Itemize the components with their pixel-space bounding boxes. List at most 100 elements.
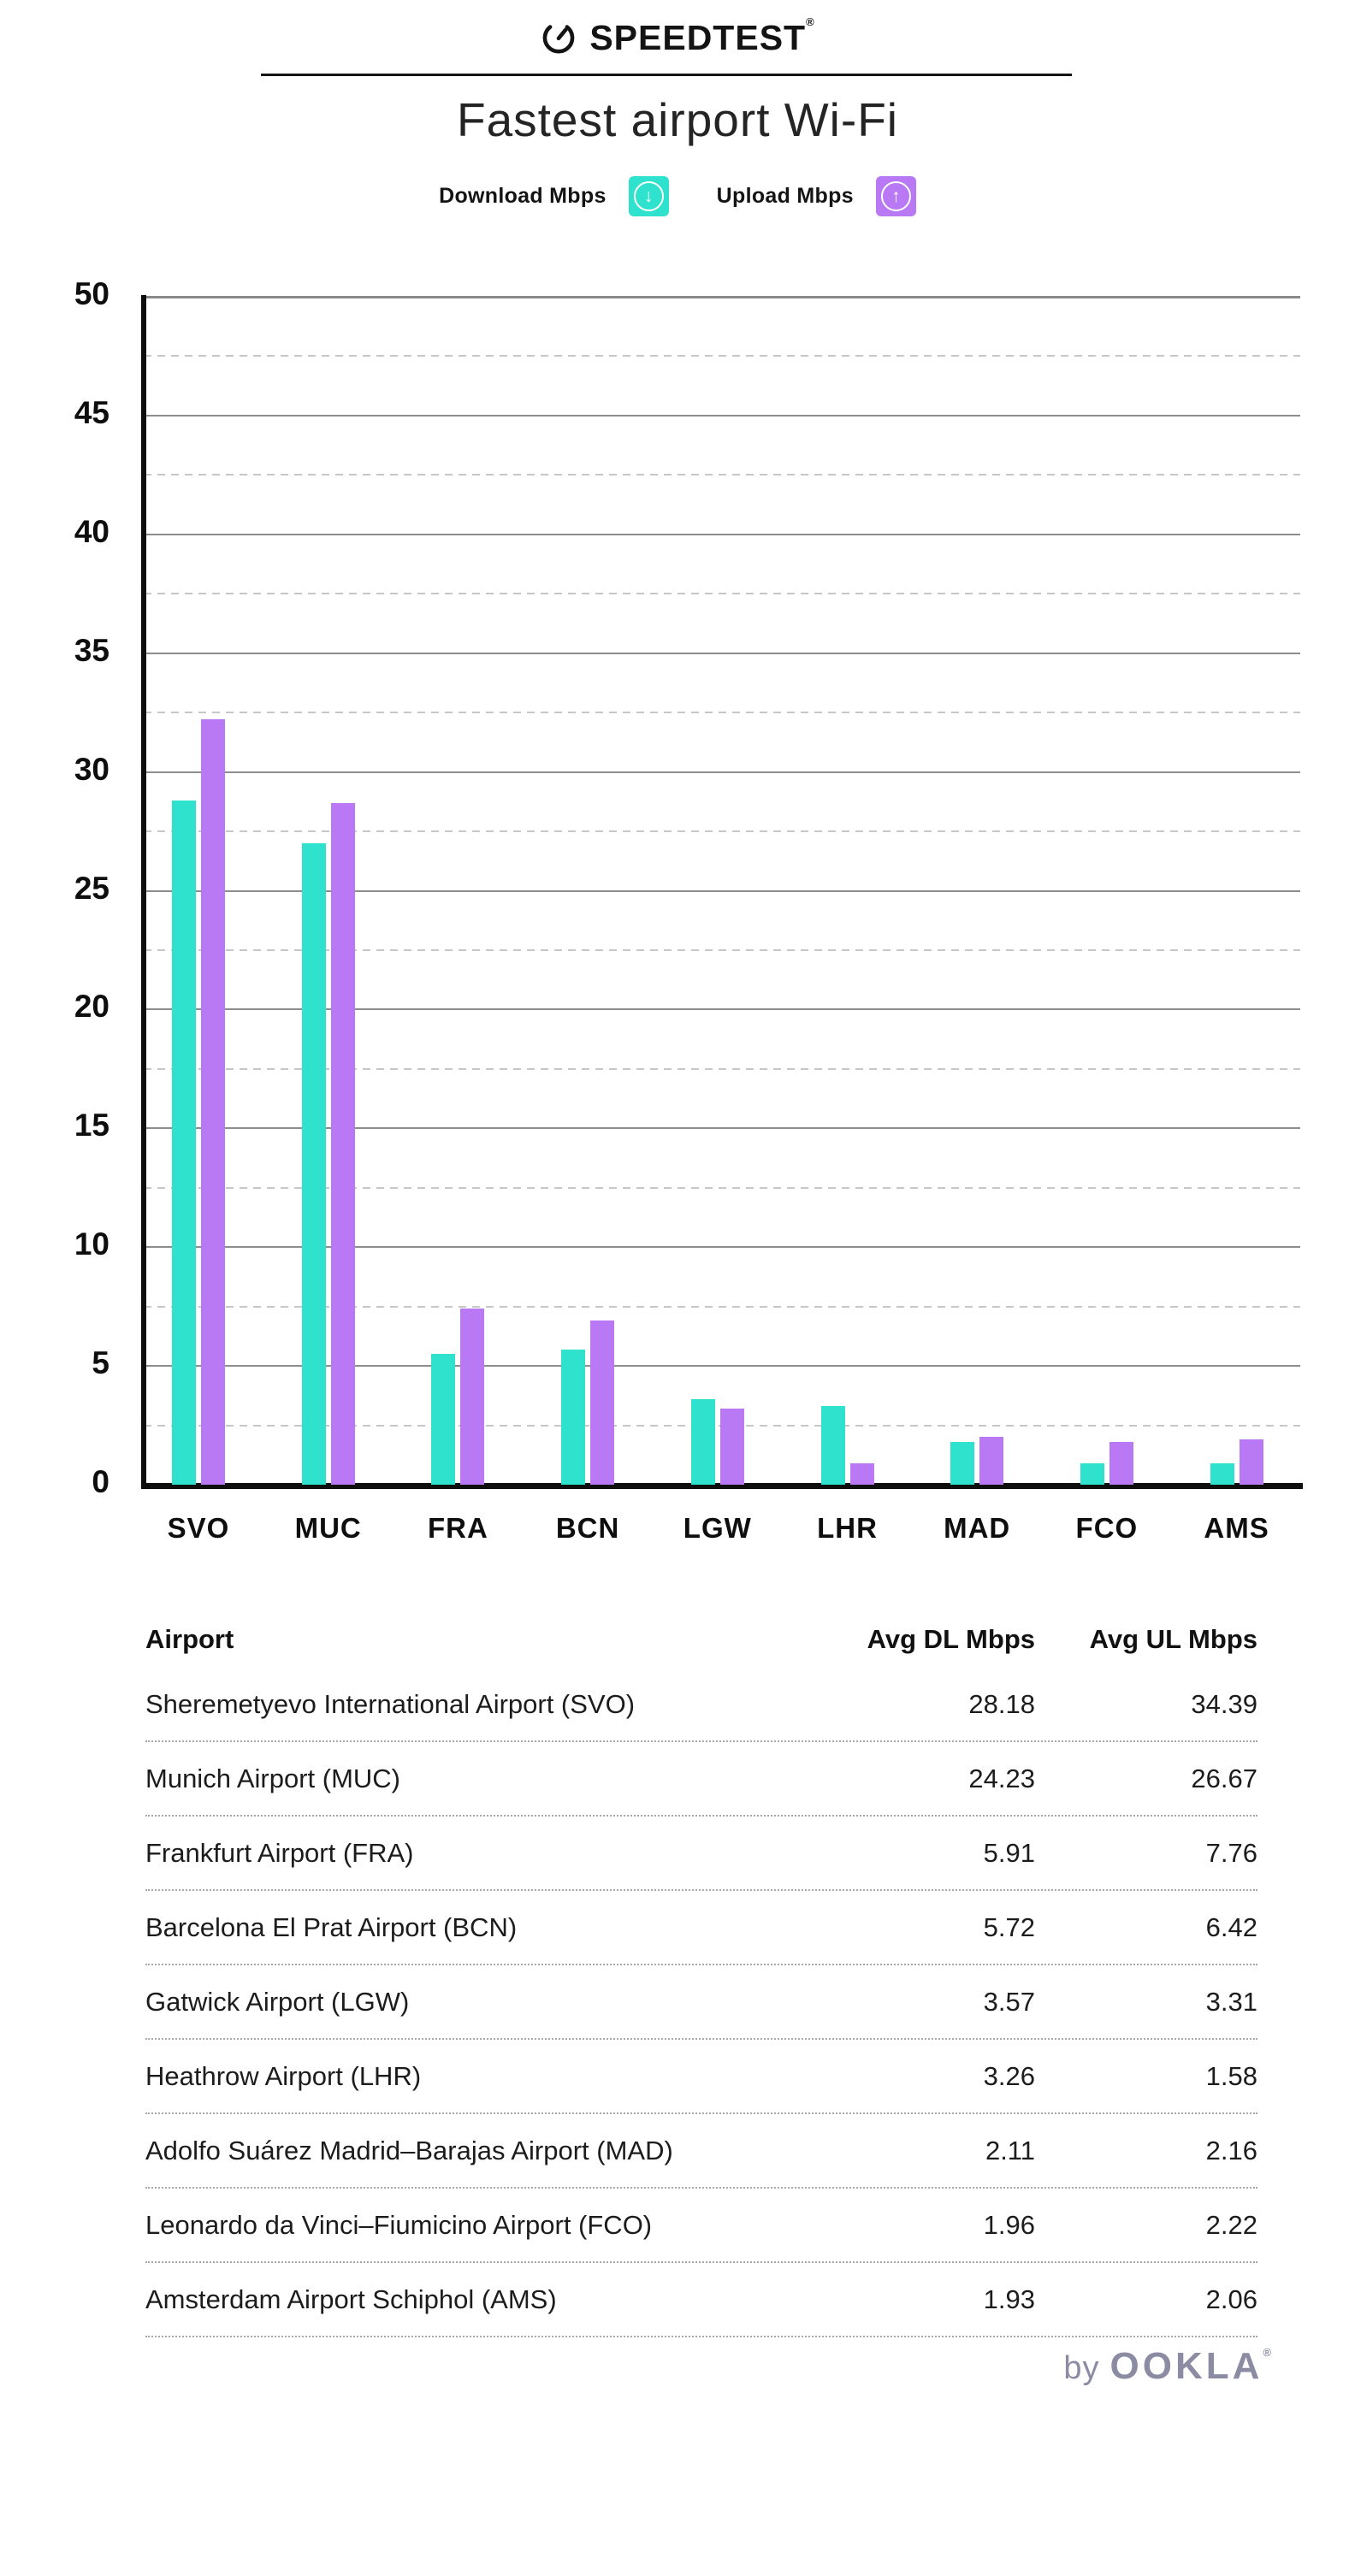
x-axis [141, 1483, 1303, 1489]
major-gridline [144, 1008, 1300, 1011]
upload-bar [460, 1309, 485, 1485]
header-divider [261, 74, 1072, 76]
bar-chart: 0 5 10 15 20 25 30 35 40 45 50 SVO MUC FRA BCN LGW LHR MA… [74, 276, 1303, 1544]
brand-name: SPEEDTEST® [589, 15, 815, 57]
avg-ul-value: 34.39 [1191, 1688, 1257, 1719]
download-icon: ↓ [628, 176, 669, 216]
upload-bar [849, 1462, 874, 1485]
table-row: Heathrow Airport (LHR) 3.26 1.58 [145, 2040, 1257, 2114]
y-axis-tick-label: 30 [74, 751, 109, 787]
table-row: Adolfo Suárez Madrid–Barajas Airport (MA… [145, 2114, 1257, 2189]
download-bar [950, 1441, 975, 1485]
avg-dl-value: 5.72 [983, 1911, 1035, 1942]
y-axis-tick-label: 45 [74, 394, 109, 430]
avg-dl-value: 1.96 [983, 2209, 1035, 2240]
table-row: Leonardo da Vinci–Fiumicino Airport (FCO… [145, 2189, 1257, 2263]
avg-ul-value: 6.42 [1205, 1911, 1257, 1942]
minor-gridline [144, 1305, 1300, 1308]
avg-dl-value: 3.57 [983, 1986, 1035, 2017]
minor-gridline [144, 712, 1300, 714]
upload-bar [201, 719, 225, 1485]
upload-bar [979, 1437, 1004, 1485]
avg-ul-value: 7.76 [1205, 1837, 1257, 1868]
airport-name: Heathrow Airport (LHR) [145, 2060, 422, 2091]
y-axis-tick-label: 15 [74, 1108, 109, 1143]
avg-ul-value: 26.67 [1191, 1763, 1257, 1793]
airport-name: Leonardo da Vinci–Fiumicino Airport (FCO… [145, 2209, 653, 2240]
by-label: by [1063, 2350, 1100, 2386]
download-bar [301, 842, 326, 1485]
upload-bar [719, 1409, 744, 1485]
y-axis-tick-label: 10 [74, 1226, 109, 1262]
avg-ul-value: 3.31 [1205, 1986, 1257, 2017]
upload-bar [590, 1320, 615, 1485]
download-bar [820, 1406, 845, 1485]
minor-gridline [144, 593, 1300, 595]
airport-name: Amsterdam Airport Schiphol (AMS) [145, 2284, 557, 2314]
table-row: Amsterdam Airport Schiphol (AMS) 1.93 2.06 [145, 2263, 1257, 2337]
x-axis-tick-label: BCN [555, 1512, 620, 1544]
avg-dl-value: 3.26 [983, 2060, 1035, 2091]
x-axis-tick-label: LGW [683, 1512, 752, 1544]
download-bar [1080, 1462, 1104, 1485]
table-body: Sheremetyevo International Airport (SVO)… [145, 1668, 1257, 2337]
major-gridline [144, 1127, 1300, 1130]
major-gridline [144, 889, 1300, 892]
up-arrow-icon: ↑ [880, 181, 911, 211]
upload-bar [1109, 1441, 1133, 1485]
x-axis-tick-label: FCO [1075, 1512, 1139, 1544]
legend-upload-label: Upload Mbps [716, 184, 854, 208]
trademark-symbol: ® [806, 15, 815, 28]
airport-name: Gatwick Airport (LGW) [145, 1986, 410, 2017]
airport-name: Frankfurt Airport (FRA) [145, 1837, 414, 1868]
avg-dl-value: 24.23 [968, 1763, 1035, 1793]
avg-ul-value: 2.22 [1205, 2209, 1257, 2240]
table-header-row: Airport Avg DL Mbps Avg UL Mbps [145, 1611, 1257, 1668]
col-header-airport: Airport [145, 1624, 234, 1654]
speedtest-brand: SPEEDTEST® [0, 15, 1355, 58]
upload-icon: ↑ [875, 176, 916, 216]
avg-dl-value: 2.11 [985, 2135, 1035, 2165]
major-gridline [144, 1246, 1300, 1249]
minor-gridline [144, 948, 1300, 951]
airport-name: Adolfo Suárez Madrid–Barajas Airport (MA… [145, 2135, 673, 2165]
x-axis-tick-label: AMS [1204, 1512, 1269, 1544]
y-axis [141, 295, 146, 1489]
airport-name: Munich Airport (MUC) [145, 1763, 400, 1793]
speedtest-gauge-icon [540, 18, 577, 56]
table-row: Frankfurt Airport (FRA) 5.91 7.76 [145, 1817, 1257, 1891]
avg-dl-value: 28.18 [968, 1688, 1035, 1719]
y-axis-tick-label: 50 [74, 276, 109, 311]
major-gridline [144, 296, 1300, 298]
x-axis-tick-label: MAD [944, 1512, 1011, 1544]
down-arrow-icon: ↓ [633, 181, 664, 211]
avg-ul-value: 2.06 [1205, 2284, 1257, 2314]
avg-dl-value: 1.93 [983, 2284, 1035, 2314]
ookla-logo: OOKLA® [1109, 2345, 1275, 2387]
major-gridline [144, 652, 1300, 654]
x-axis-tick-label: SVO [167, 1512, 230, 1544]
table-row: Munich Airport (MUC) 24.23 26.67 [145, 1742, 1257, 1817]
y-axis-tick-label: 25 [74, 870, 109, 906]
avg-ul-value: 2.16 [1205, 2135, 1257, 2165]
avg-dl-value: 5.91 [983, 1837, 1035, 1868]
download-bar [431, 1354, 456, 1485]
download-bar [690, 1398, 715, 1485]
download-bar [561, 1349, 586, 1485]
major-gridline [144, 1365, 1300, 1368]
download-bar [172, 800, 196, 1485]
upload-bar [330, 802, 355, 1485]
chart-legend: Download Mbps ↓ Upload Mbps ↑ [0, 176, 1355, 216]
minor-gridline [144, 830, 1300, 833]
upload-bar [1239, 1439, 1263, 1485]
major-gridline [144, 414, 1300, 417]
airport-name: Barcelona El Prat Airport (BCN) [145, 1911, 518, 1942]
minor-gridline [144, 1186, 1300, 1189]
x-axis-tick-label: MUC [294, 1512, 362, 1544]
table-row: Sheremetyevo International Airport (SVO)… [145, 1668, 1257, 1742]
ookla-attribution: by OOKLA® [1063, 2345, 1275, 2388]
y-axis-tick-label: 5 [92, 1345, 109, 1381]
ookla-trademark-symbol: ® [1263, 2346, 1275, 2359]
legend-item-download: Download Mbps ↓ [439, 176, 669, 216]
